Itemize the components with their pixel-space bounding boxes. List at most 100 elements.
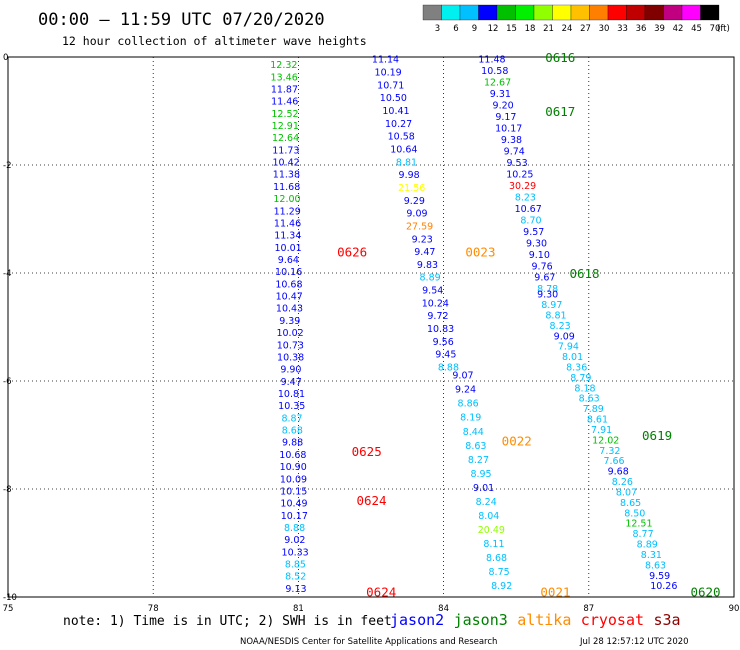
swh-value: 8.27 [468, 455, 489, 466]
swh-value: 7.94 [558, 342, 579, 353]
x-tick-label: 87 [583, 604, 594, 614]
y-tick-label: -2 [3, 161, 11, 171]
swh-value: 9.24 [455, 385, 476, 396]
swh-value: 10.41 [382, 106, 409, 117]
swh-value: 8.89 [420, 273, 441, 284]
swh-value: 9.13 [285, 584, 306, 595]
swh-value: 11.34 [274, 231, 301, 242]
swh-value: 7.66 [603, 456, 624, 467]
legend-jason3: jason3 [454, 611, 508, 629]
swh-value: 8.23 [515, 192, 536, 203]
swh-value: 30.29 [509, 181, 536, 192]
track-label: 0620 [690, 585, 720, 600]
chart-subtitle: 12 hour collection of altimeter wave hei… [62, 34, 367, 48]
colorbar-swatch [459, 4, 479, 21]
swh-value: 12.52 [271, 109, 298, 120]
swh-value: 8.77 [632, 529, 653, 540]
swh-value: 9.59 [649, 571, 670, 582]
track-label: 0616 [545, 50, 575, 65]
swh-value: 9.31 [490, 89, 511, 100]
swh-value: 8.11 [483, 539, 504, 550]
swh-value: 12.32 [270, 60, 297, 71]
swh-value: 10.90 [280, 462, 307, 473]
swh-value: 8.85 [285, 560, 306, 571]
swh-value: 7.89 [583, 404, 604, 415]
plot-frame [7, 56, 735, 598]
swh-value: 12.02 [592, 435, 619, 446]
swh-value: 8.63 [579, 394, 600, 405]
swh-value: 10.68 [279, 450, 306, 461]
track-label: 0021 [540, 585, 570, 600]
track-label: 0619 [642, 428, 672, 443]
track-label: 0625 [352, 444, 382, 459]
swh-value: 8.70 [520, 215, 541, 226]
swh-value: 10.15 [280, 486, 307, 497]
swh-value: 11.14 [372, 55, 399, 66]
swh-value: 9.30 [526, 238, 547, 249]
swh-value: 11.73 [272, 145, 299, 156]
swh-value: 11.29 [274, 206, 301, 217]
track-id-labels: 0616 0617 0618 0619 0620 0626 0625 0624 0624 0023… [337, 50, 720, 600]
swh-value: 9.83 [417, 260, 438, 271]
swh-value: 8.95 [470, 469, 491, 480]
colorbar-tick-label: 3 [435, 24, 440, 34]
track-label: 0022 [502, 433, 532, 448]
legend-s3a: s3a [654, 611, 681, 629]
swh-value: 9.74 [504, 147, 525, 158]
colorbar-tick-label: 15 [506, 24, 517, 34]
swh-value: 8.87 [281, 413, 302, 424]
track-label: 0624 [356, 493, 386, 508]
swh-value: 10.25 [506, 169, 533, 180]
swh-value: 8.81 [545, 310, 566, 321]
swh-colorbar: 3 6 9 12 15 18 21 24 27 30 33 36 39 42 45 70 [422, 4, 721, 34]
x-tick-label: 81 [293, 604, 304, 614]
swh-value: 8.78 [537, 284, 558, 295]
swh-value: 21.56 [398, 183, 425, 194]
swh-value: 8.52 [285, 572, 306, 583]
swh-value: 9.47 [281, 377, 302, 388]
swh-value: 27.59 [406, 221, 433, 232]
swh-value: 12.64 [272, 133, 299, 144]
swh-value: 10.16 [275, 267, 302, 278]
y-tick-label: -10 [3, 593, 17, 603]
swh-value: 9.09 [554, 331, 575, 342]
colorbar-tick-label: 30 [599, 24, 610, 34]
colorbar-unit-label: (ft) [717, 24, 730, 34]
swh-value: 10.35 [278, 401, 305, 412]
swh-value: 10.68 [275, 279, 302, 290]
swh-value: 8.01 [562, 352, 583, 363]
swh-value: 9.01 [473, 483, 494, 494]
swh-value: 10.33 [282, 547, 309, 558]
swh-value: 10.50 [380, 93, 407, 104]
swh-value: 8.23 [550, 321, 571, 332]
swh-value: 9.30 [537, 290, 558, 301]
colorbar-swatch [422, 4, 442, 21]
swh-value: 8.61 [587, 415, 608, 426]
colorbar-tick-label: 42 [673, 24, 684, 34]
colorbar-swatch [478, 4, 498, 21]
colorbar-swatch [533, 4, 553, 21]
colorbar-tick-label: 33 [617, 24, 628, 34]
colorbar-swatch [441, 4, 461, 21]
track-label: 0618 [569, 266, 599, 281]
swh-value: 10.58 [388, 132, 415, 143]
swh-value: 9.57 [523, 227, 544, 238]
swh-value: 10.49 [280, 499, 307, 510]
colorbar-swatch [644, 4, 664, 21]
colorbar-tick-label: 45 [691, 24, 702, 34]
footer-timestamp: Jul 28 12:57:12 UTC 2020 [579, 637, 689, 647]
swh-value: 10.73 [277, 340, 304, 351]
colorbar-swatch [552, 4, 572, 21]
swh-value: 9.17 [495, 112, 516, 123]
swh-value: 20.49 [478, 525, 505, 536]
swh-value: 10.27 [385, 119, 412, 130]
swh-value: 10.19 [375, 68, 402, 79]
legend-jason2: jason2 [390, 611, 444, 629]
swh-value: 10.43 [276, 304, 303, 315]
swh-value: 12.91 [272, 121, 299, 132]
colorbar-tick-label: 70 [710, 24, 721, 34]
swh-value: 10.64 [390, 144, 417, 155]
swh-value: 9.90 [280, 365, 301, 376]
swh-value: 11.87 [271, 84, 298, 95]
swh-value: 8.92 [491, 581, 512, 592]
